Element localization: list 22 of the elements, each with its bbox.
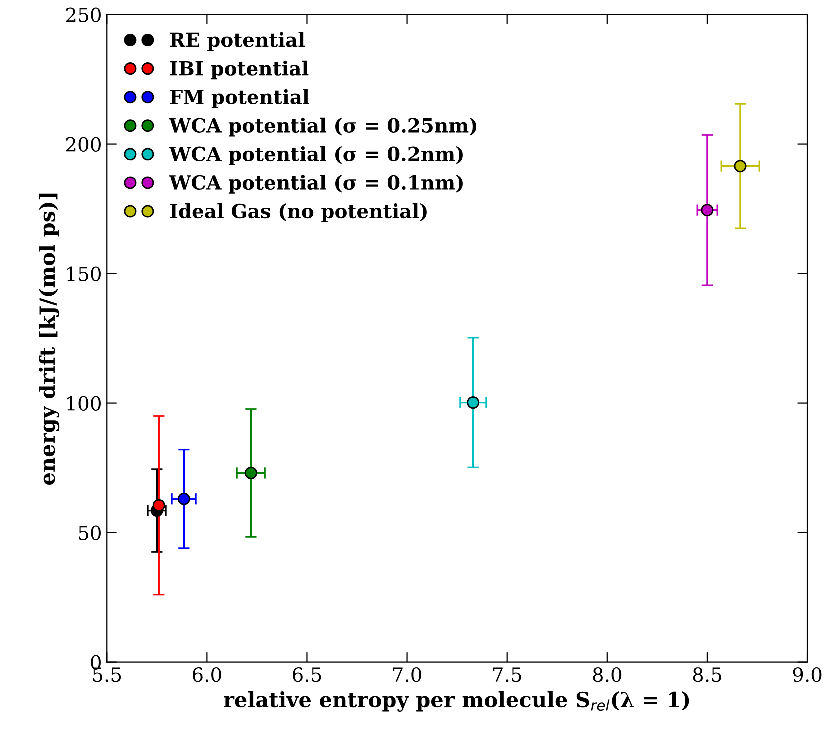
x-axis-title: relative entropy per molecule S$_{rel}$(λ = 1) — [224, 692, 690, 712]
legend-label: FM potential — [170, 89, 310, 108]
x-tick-label: 6.5 — [293, 668, 322, 682]
x-tick-label: 6.0 — [193, 668, 222, 682]
y-tick-label: 100 — [68, 396, 101, 411]
x-tick-label: 8.0 — [593, 668, 622, 682]
legend-label: WCA potential (σ = 0.2nm) — [169, 146, 463, 166]
legend-label: WCA potential (σ = 0.1nm) — [169, 175, 463, 194]
y-axis-title: energy drift [kJ/(mol ps)] — [39, 194, 60, 485]
y-tick-label: 50 — [79, 526, 101, 540]
x-tick-label: 7.5 — [494, 668, 522, 682]
x-tick-label: 7.0 — [393, 668, 422, 682]
legend-label: IBI potential — [170, 60, 309, 80]
x-tick-label: 5.5 — [93, 668, 122, 682]
legend-label: Ideal Gas (no potential) — [170, 204, 427, 222]
legend-label: WCA potential (σ = 0.25nm) — [169, 118, 476, 137]
y-tick-label: 200 — [66, 137, 101, 152]
x-tick-label: 8.5 — [693, 668, 722, 682]
legend-label: RE potential — [170, 32, 306, 52]
x-tick-label: 9.0 — [793, 668, 822, 682]
y-tick-label: 250 — [66, 8, 101, 22]
y-tick-label: 150 — [68, 266, 101, 282]
